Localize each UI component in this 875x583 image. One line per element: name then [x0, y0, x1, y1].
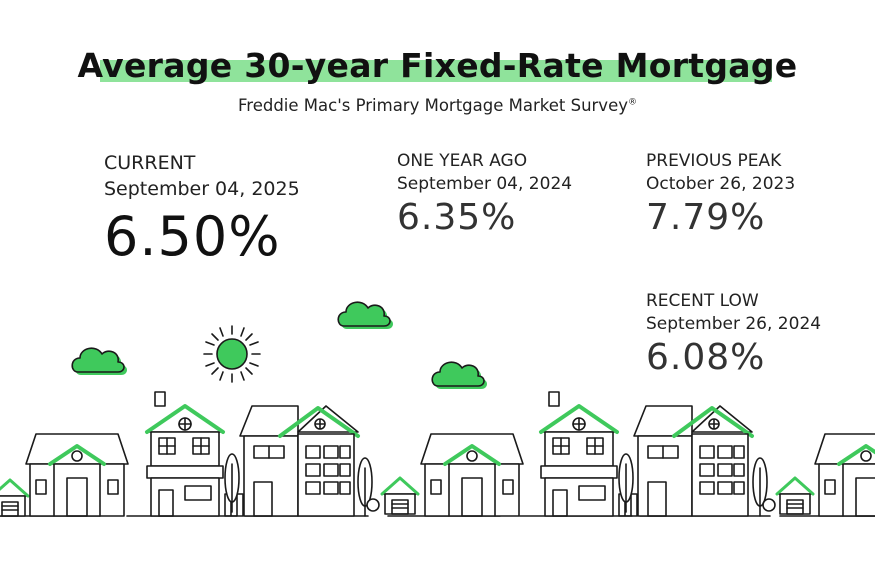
- stat-previous-peak: PREVIOUS PEAK October 26, 2023 7.79%: [646, 150, 795, 240]
- stat-date: September 04, 2024: [397, 174, 573, 194]
- bush-icon: [762, 498, 776, 512]
- bush-icon: [366, 498, 380, 512]
- stat-value: 6.50%: [104, 205, 281, 268]
- stat-label: CURRENT: [104, 152, 196, 174]
- sun-icon: [203, 325, 261, 383]
- title-highlight: [100, 60, 772, 82]
- garage: [775, 476, 815, 516]
- cloud-icon: [337, 301, 394, 330]
- page-title: Average 30-year Fixed-Rate Mortgage: [77, 46, 798, 85]
- stat-value: 7.79%: [646, 197, 766, 238]
- stat-date: September 26, 2024: [646, 314, 822, 334]
- title-container: Average 30-year Fixed-Rate Mortgage: [0, 38, 875, 94]
- stat-value: 6.35%: [397, 197, 517, 238]
- house: [24, 432, 130, 518]
- stat-value: 6.08%: [646, 337, 766, 378]
- page-subtitle: Freddie Mac's Primary Mortgage Market Su…: [0, 96, 875, 115]
- cloud-icon: [71, 347, 128, 376]
- house: [419, 432, 525, 518]
- subtitle-text: Freddie Mac's Primary Mortgage Market Su…: [238, 96, 628, 115]
- registered-mark: ®: [628, 97, 637, 108]
- garage: [380, 476, 420, 516]
- stat-label: RECENT LOW: [646, 291, 759, 311]
- stat-one-year-ago: ONE YEAR AGO September 04, 2024 6.35%: [397, 150, 572, 240]
- stat-date: October 26, 2023: [646, 174, 796, 194]
- house: [632, 404, 754, 518]
- stat-recent-low: RECENT LOW September 26, 2024 6.08%: [646, 290, 821, 380]
- stat-current: CURRENT September 04, 2025 6.50%: [104, 150, 300, 272]
- stat-label: ONE YEAR AGO: [397, 151, 528, 171]
- garage: [0, 478, 30, 518]
- stat-date: September 04, 2025: [104, 178, 300, 200]
- house: [238, 404, 360, 518]
- stat-label: PREVIOUS PEAK: [646, 151, 782, 171]
- cloud-icon: [431, 361, 488, 390]
- house: [813, 432, 875, 518]
